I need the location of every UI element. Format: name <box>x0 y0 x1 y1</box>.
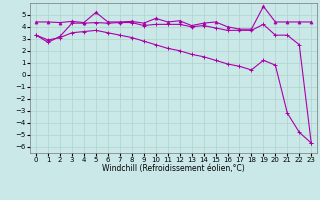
X-axis label: Windchill (Refroidissement éolien,°C): Windchill (Refroidissement éolien,°C) <box>102 164 245 173</box>
